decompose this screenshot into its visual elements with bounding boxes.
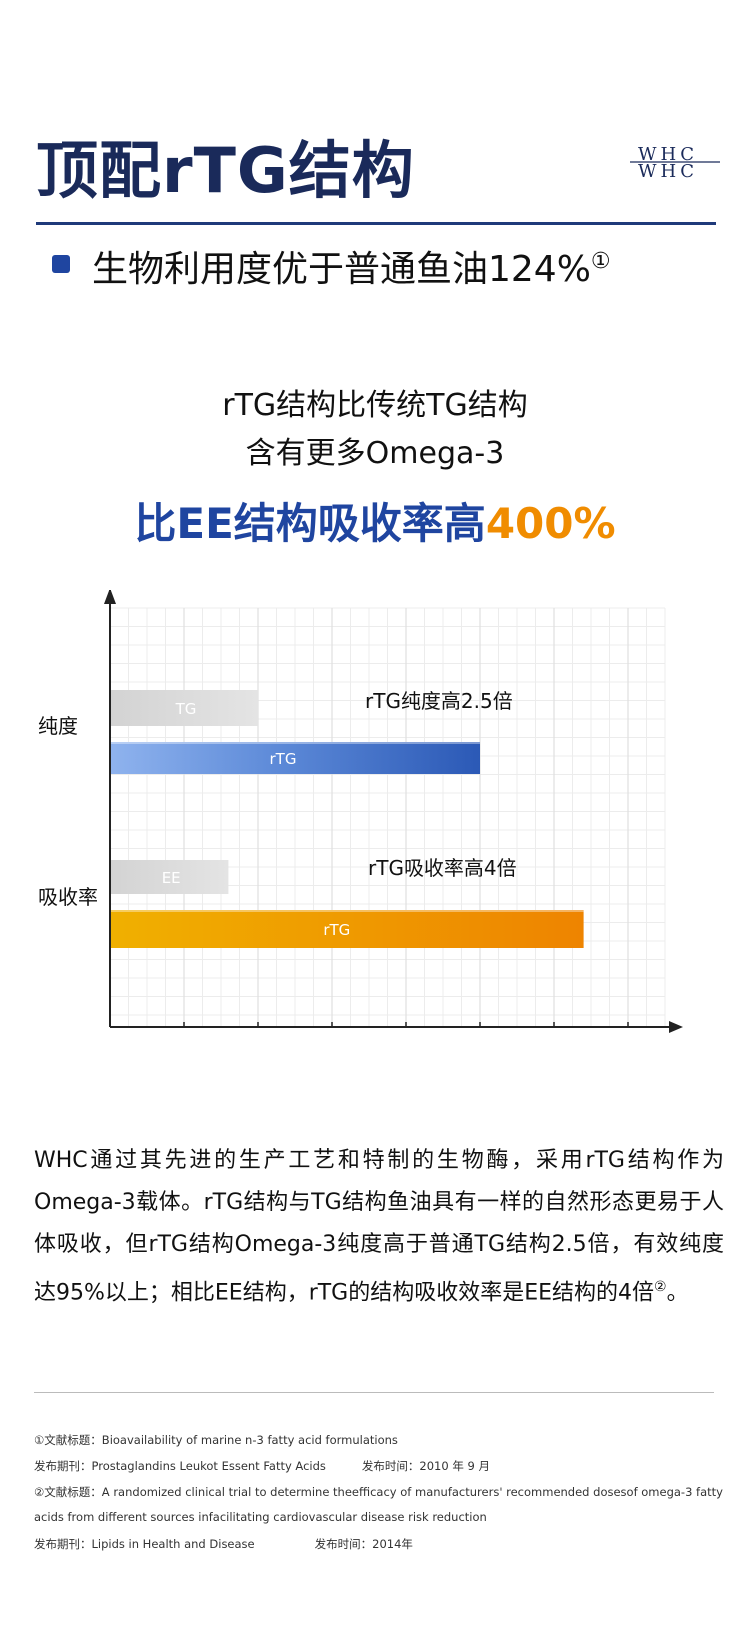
bullet-square-icon — [52, 255, 70, 273]
ref-2-journal: 发布期刊：Lipids in Health and Disease — [34, 1537, 255, 1551]
ref-2-meta: 发布期刊：Lipids in Health and Disease 发布时间：20… — [34, 1536, 413, 1552]
bar-rtg — [110, 742, 480, 774]
references-divider — [34, 1392, 714, 1393]
comparison-chart: TG rTG 纯度 rTG纯度高2.5倍 EE rTG 吸收率 rTG吸收率高4倍 — [38, 590, 683, 1033]
headline: 比EE结构吸收率高400% — [0, 490, 750, 551]
ref-2-date: 发布时间：2014年 — [314, 1537, 413, 1551]
bar-rtg — [110, 910, 584, 948]
x-axis-arrow — [669, 1021, 683, 1033]
subtitle-line-2: 含有更多Omega-3 — [245, 436, 505, 471]
bullet-text: 生物利用度优于普通鱼油124% — [92, 249, 591, 290]
ref-2-title-cont: acids from different sources infacilitat… — [34, 1510, 487, 1524]
footnote-mark-2: ② — [654, 1279, 667, 1295]
bar-label: TG — [175, 700, 197, 718]
category-label: 吸收率 — [38, 885, 98, 909]
bar-label: rTG — [270, 750, 297, 768]
bar-tg — [110, 690, 258, 726]
paragraph-end: 。 — [666, 1280, 689, 1306]
headline-highlight: 400% — [485, 499, 616, 548]
bullet-point: 生物利用度优于普通鱼油124%① — [92, 240, 611, 292]
svg-text:WHC: WHC — [638, 161, 698, 182]
bar-annotation: rTG吸收率高4倍 — [368, 856, 517, 880]
bar-annotation: rTG纯度高2.5倍 — [365, 689, 513, 713]
page-title: 顶配rTG结构 — [36, 134, 415, 207]
description-paragraph: WHC通过其先进的生产工艺和特制的生物酶，采用rTG结构作为Omega-3载体。… — [34, 1140, 724, 1314]
footnote-mark: ① — [590, 249, 611, 274]
headline-main: 比EE结构吸收率高 — [134, 499, 486, 548]
subtitle-line-1: rTG结构比传统TG结构 — [222, 388, 528, 423]
title-divider — [36, 222, 716, 225]
y-axis-arrow — [104, 590, 116, 604]
ref-2-title: ②文献标题：A randomized clinical trial to det… — [34, 1485, 723, 1499]
bar-label: rTG — [323, 921, 350, 939]
bar-ee — [110, 860, 229, 894]
paragraph-text: WHC通过其先进的生产工艺和特制的生物酶，采用rTG结构作为Omega-3载体。… — [34, 1148, 724, 1306]
ref-1-title: ①文献标题：Bioavailability of marine n-3 fatt… — [34, 1433, 398, 1447]
ref-1-journal: 发布期刊：Prostaglandins Leukot Essent Fatty … — [34, 1459, 326, 1473]
ref-1-date: 发布时间：2010 年 9 月 — [361, 1459, 490, 1473]
ref-1-meta: 发布期刊：Prostaglandins Leukot Essent Fatty … — [34, 1458, 490, 1474]
svg-text:WHC: WHC — [638, 144, 698, 165]
whc-logo: WHC WHC — [630, 144, 720, 182]
category-label: 纯度 — [38, 714, 78, 738]
bar-label: EE — [162, 869, 181, 887]
